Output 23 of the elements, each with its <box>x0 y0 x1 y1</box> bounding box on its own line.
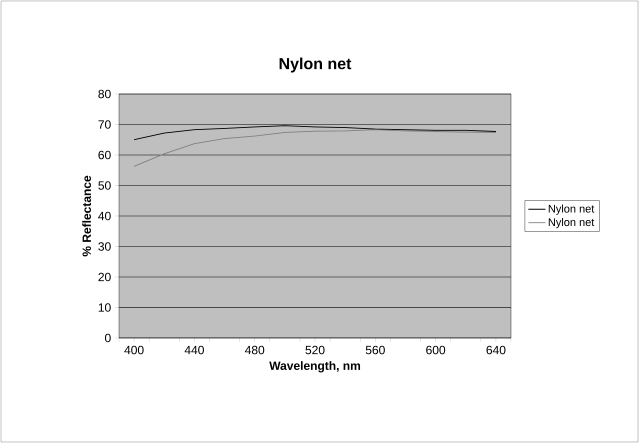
x-tick-label: 400 <box>124 346 144 354</box>
y-tick-label: 60 <box>98 150 111 160</box>
y-tick-label: 30 <box>98 242 111 251</box>
x-tick-label: 560 <box>366 346 385 354</box>
x-tick-label: 640 <box>486 346 506 354</box>
x-tick-label: 520 <box>305 346 325 354</box>
x-tick-label: 600 <box>426 346 446 354</box>
y-tick-label: 0 <box>105 334 111 342</box>
x-axis-title: Wavelength, nm <box>269 361 360 372</box>
x-tick-label: 440 <box>184 346 204 354</box>
y-tick-label: 40 <box>98 212 111 220</box>
y-tick-label: 50 <box>98 181 111 190</box>
legend-label: Nylon net <box>548 218 594 228</box>
y-tick-label: 20 <box>98 272 111 282</box>
chart-title: Nylon net <box>280 58 352 72</box>
y-axis-title: % Reflectance <box>82 176 91 256</box>
y-tick-label: 80 <box>98 90 111 98</box>
x-tick-label: 480 <box>244 346 264 354</box>
y-tick-label: 10 <box>98 303 111 312</box>
line-series <box>134 125 496 140</box>
y-tick-label: 70 <box>98 120 111 129</box>
legend-label: Nylon net <box>548 204 594 215</box>
line-series <box>134 129 496 167</box>
